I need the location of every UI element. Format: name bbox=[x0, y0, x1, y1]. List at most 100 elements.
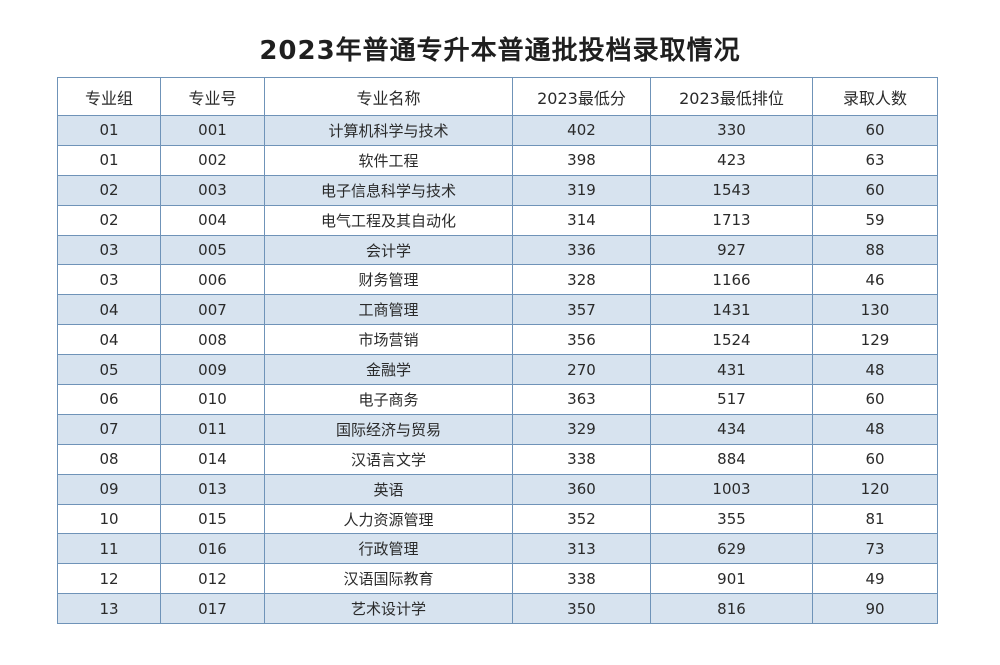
cell-min-score: 360 bbox=[512, 473, 651, 505]
cell-enrolled: 49 bbox=[812, 563, 938, 595]
cell-group: 01 bbox=[57, 115, 161, 146]
header-min-rank: 2023最低排位 bbox=[650, 77, 813, 116]
cell-enrolled: 60 bbox=[812, 174, 938, 206]
cell-min-rank: 423 bbox=[650, 144, 813, 176]
cell-major-name: 电子商务 bbox=[264, 384, 513, 415]
cell-min-score: 338 bbox=[512, 563, 651, 595]
cell-min-score: 350 bbox=[512, 593, 651, 625]
cell-min-rank: 431 bbox=[650, 354, 813, 386]
cell-min-score: 398 bbox=[512, 144, 651, 176]
cell-group: 03 bbox=[57, 234, 161, 266]
cell-enrolled: 73 bbox=[812, 533, 938, 565]
cell-min-rank: 434 bbox=[650, 413, 813, 445]
table-row: 08 014 汉语言文学 338 884 60 bbox=[57, 443, 938, 475]
cell-enrolled: 60 bbox=[812, 384, 938, 415]
cell-min-score: 328 bbox=[512, 264, 651, 296]
cell-enrolled: 60 bbox=[812, 115, 938, 146]
cell-major-code: 008 bbox=[160, 324, 265, 356]
header-min-score: 2023最低分 bbox=[512, 77, 651, 116]
header-major-code: 专业号 bbox=[160, 77, 265, 116]
table-body: 01 001 计算机科学与技术 402 330 60 01 002 软件工程 398 423 63 02… bbox=[57, 115, 938, 625]
header-row: 专业组 专业号 专业名称 2023最低分 2023最低排位 录取人数 bbox=[57, 77, 938, 116]
cell-group: 01 bbox=[57, 144, 161, 176]
cell-min-rank: 1524 bbox=[650, 324, 813, 356]
header-major-name: 专业名称 bbox=[264, 77, 513, 116]
cell-major-name: 国际经济与贸易 bbox=[264, 413, 513, 445]
table-row: 03 006 财务管理 328 1166 46 bbox=[57, 264, 938, 296]
table-row: 03 005 会计学 336 927 88 bbox=[57, 234, 938, 266]
cell-major-name: 财务管理 bbox=[264, 264, 513, 296]
cell-enrolled: 59 bbox=[812, 204, 938, 236]
cell-major-code: 003 bbox=[160, 174, 265, 206]
cell-enrolled: 48 bbox=[812, 413, 938, 445]
table-row: 12 012 汉语国际教育 338 901 49 bbox=[57, 563, 938, 595]
cell-major-name: 工商管理 bbox=[264, 294, 513, 326]
cell-group: 07 bbox=[57, 413, 161, 445]
cell-min-score: 363 bbox=[512, 384, 651, 415]
table-row: 10 015 人力资源管理 352 355 81 bbox=[57, 503, 938, 535]
cell-min-rank: 1166 bbox=[650, 264, 813, 296]
cell-major-name: 艺术设计学 bbox=[264, 593, 513, 625]
table-row: 05 009 金融学 270 431 48 bbox=[57, 354, 938, 386]
cell-major-name: 会计学 bbox=[264, 234, 513, 266]
table-row: 01 001 计算机科学与技术 402 330 60 bbox=[57, 115, 938, 146]
cell-min-rank: 1431 bbox=[650, 294, 813, 326]
cell-min-score: 314 bbox=[512, 204, 651, 236]
cell-major-name: 金融学 bbox=[264, 354, 513, 386]
cell-major-code: 007 bbox=[160, 294, 265, 326]
cell-min-rank: 355 bbox=[650, 503, 813, 535]
cell-min-score: 356 bbox=[512, 324, 651, 356]
table-row: 01 002 软件工程 398 423 63 bbox=[57, 144, 938, 176]
table-row: 09 013 英语 360 1003 120 bbox=[57, 473, 938, 505]
cell-group: 06 bbox=[57, 384, 161, 415]
cell-major-code: 002 bbox=[160, 144, 265, 176]
table-header: 专业组 专业号 专业名称 2023最低分 2023最低排位 录取人数 bbox=[57, 77, 938, 116]
cell-major-code: 013 bbox=[160, 473, 265, 505]
cell-min-rank: 629 bbox=[650, 533, 813, 565]
cell-min-rank: 517 bbox=[650, 384, 813, 415]
cell-major-code: 012 bbox=[160, 563, 265, 595]
header-group: 专业组 bbox=[57, 77, 161, 116]
cell-min-rank: 1543 bbox=[650, 174, 813, 206]
cell-major-code: 009 bbox=[160, 354, 265, 386]
cell-major-code: 015 bbox=[160, 503, 265, 535]
cell-min-score: 270 bbox=[512, 354, 651, 386]
cell-major-code: 010 bbox=[160, 384, 265, 415]
cell-major-name: 电气工程及其自动化 bbox=[264, 204, 513, 236]
cell-major-code: 004 bbox=[160, 204, 265, 236]
cell-min-score: 357 bbox=[512, 294, 651, 326]
cell-enrolled: 63 bbox=[812, 144, 938, 176]
header-enrolled: 录取人数 bbox=[812, 77, 938, 116]
cell-group: 02 bbox=[57, 204, 161, 236]
cell-enrolled: 88 bbox=[812, 234, 938, 266]
table-row: 02 004 电气工程及其自动化 314 1713 59 bbox=[57, 204, 938, 236]
cell-min-score: 313 bbox=[512, 533, 651, 565]
cell-min-score: 329 bbox=[512, 413, 651, 445]
cell-major-code: 001 bbox=[160, 115, 265, 146]
table-row: 07 011 国际经济与贸易 329 434 48 bbox=[57, 413, 938, 445]
cell-major-name: 电子信息科学与技术 bbox=[264, 174, 513, 206]
cell-group: 02 bbox=[57, 174, 161, 206]
cell-group: 03 bbox=[57, 264, 161, 296]
table-row: 04 007 工商管理 357 1431 130 bbox=[57, 294, 938, 326]
cell-major-name: 英语 bbox=[264, 473, 513, 505]
cell-group: 04 bbox=[57, 324, 161, 356]
cell-enrolled: 48 bbox=[812, 354, 938, 386]
table-row: 13 017 艺术设计学 350 816 90 bbox=[57, 593, 938, 625]
cell-enrolled: 46 bbox=[812, 264, 938, 296]
cell-enrolled: 120 bbox=[812, 473, 938, 505]
cell-major-code: 014 bbox=[160, 443, 265, 475]
cell-min-score: 352 bbox=[512, 503, 651, 535]
cell-enrolled: 60 bbox=[812, 443, 938, 475]
cell-major-name: 人力资源管理 bbox=[264, 503, 513, 535]
cell-major-code: 006 bbox=[160, 264, 265, 296]
cell-major-code: 005 bbox=[160, 234, 265, 266]
cell-major-name: 计算机科学与技术 bbox=[264, 115, 513, 146]
cell-major-code: 011 bbox=[160, 413, 265, 445]
cell-group: 05 bbox=[57, 354, 161, 386]
cell-group: 12 bbox=[57, 563, 161, 595]
cell-major-name: 汉语言文学 bbox=[264, 443, 513, 475]
cell-min-rank: 330 bbox=[650, 115, 813, 146]
cell-min-score: 336 bbox=[512, 234, 651, 266]
